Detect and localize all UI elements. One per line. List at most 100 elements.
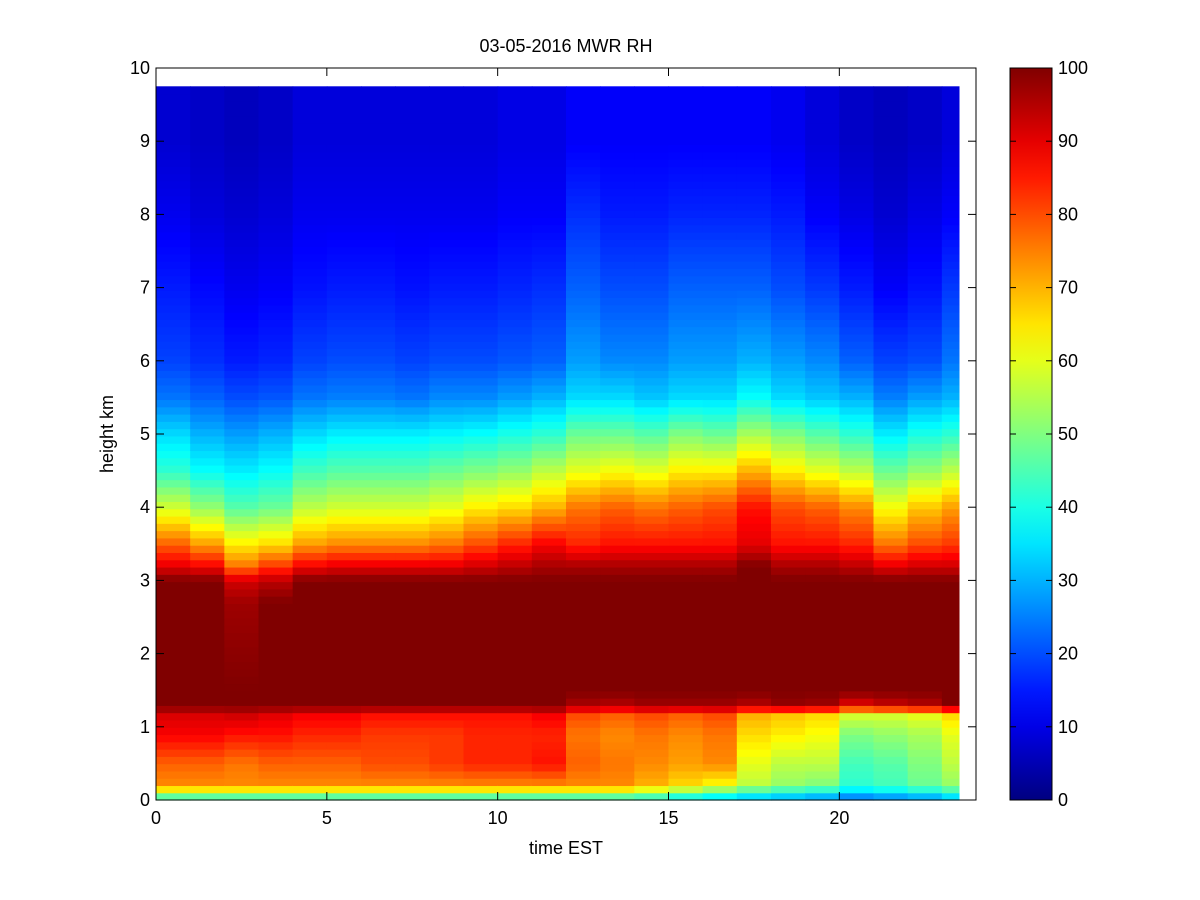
heatmap-cell (361, 683, 396, 692)
heatmap-cell (771, 661, 806, 670)
heatmap-cell (429, 319, 465, 328)
heatmap-cell (395, 224, 430, 233)
heatmap-cell (463, 668, 499, 677)
heatmap-cell (702, 261, 738, 269)
heatmap-cell (224, 581, 260, 590)
heatmap-cell (292, 654, 328, 663)
heatmap-cell (907, 581, 943, 590)
heatmap-cell (326, 545, 362, 553)
heatmap-cell (668, 421, 704, 430)
heatmap-cell (531, 450, 567, 459)
heatmap-cell (736, 312, 772, 320)
heatmap-cell (566, 515, 601, 524)
heatmap-cell (941, 588, 960, 597)
heatmap-cell (497, 661, 533, 670)
heatmap-cell (839, 253, 875, 262)
heatmap-cell (326, 333, 362, 342)
heatmap-cell (156, 712, 191, 721)
x-tick-label: 5 (322, 808, 332, 828)
heatmap-cell (600, 100, 635, 109)
heatmap-cell (429, 261, 465, 269)
heatmap-cell (771, 727, 806, 736)
heatmap-cell (292, 319, 328, 328)
heatmap-cell (395, 348, 430, 357)
heatmap-cell (326, 479, 362, 488)
heatmap-cell (497, 603, 533, 612)
heatmap-cell (566, 778, 601, 787)
heatmap-cell (258, 494, 294, 503)
heatmap-cell (600, 202, 635, 211)
heatmap-cell (497, 122, 533, 131)
heatmap-cell (736, 275, 772, 284)
heatmap-cell (292, 494, 328, 503)
heatmap-cell (361, 647, 396, 655)
heatmap-cell (736, 224, 772, 233)
y-tick-label: 2 (140, 644, 150, 664)
heatmap-cell (941, 108, 960, 117)
heatmap-cell (873, 224, 909, 233)
heatmap-cell (839, 450, 875, 459)
heatmap-cell (190, 246, 225, 255)
heatmap-cell (566, 639, 601, 648)
heatmap-cell (429, 763, 465, 772)
heatmap-cell (566, 326, 601, 335)
heatmap-cell (292, 428, 328, 437)
heatmap-cell (907, 690, 943, 699)
heatmap-cell (941, 457, 960, 466)
heatmap-cell (224, 180, 260, 189)
heatmap-cell (805, 763, 840, 772)
heatmap-cell (941, 741, 960, 750)
heatmap-cell (566, 566, 601, 575)
heatmap-cell (634, 654, 670, 663)
heatmap-cell (805, 756, 840, 765)
heatmap-cell (600, 297, 635, 306)
heatmap-cell (668, 428, 704, 437)
colorbar-tick-label: 0 (1058, 790, 1068, 810)
heatmap-cell (839, 239, 875, 248)
heatmap-cell (156, 559, 191, 568)
x-tick-label: 20 (829, 808, 849, 828)
heatmap-cell (907, 632, 943, 641)
heatmap-cell (771, 588, 806, 597)
heatmap-cell (736, 319, 772, 328)
heatmap-cell (941, 705, 960, 714)
heatmap-cell (190, 108, 225, 117)
heatmap-cell (326, 312, 362, 320)
heatmap-cell (531, 115, 567, 124)
heatmap-cell (873, 632, 909, 641)
heatmap-cell (224, 785, 260, 794)
heatmap-cell (292, 246, 328, 255)
heatmap-cell (702, 654, 738, 663)
heatmap-cell (873, 690, 909, 699)
colorbar-tick-label: 80 (1058, 204, 1078, 224)
heatmap-cell (190, 494, 225, 503)
heatmap-cell (258, 202, 294, 211)
heatmap-cell (771, 559, 806, 568)
heatmap-cell (156, 465, 191, 473)
heatmap-cell (941, 690, 960, 699)
heatmap-cell (634, 632, 670, 641)
heatmap-cell (156, 501, 191, 510)
heatmap-cell (634, 261, 670, 269)
heatmap-cell (224, 683, 260, 692)
heatmap-cell (156, 355, 191, 364)
heatmap-cell (566, 443, 601, 452)
heatmap-cell (702, 355, 738, 364)
heatmap-cell (258, 348, 294, 357)
heatmap-cell (941, 494, 960, 503)
heatmap-cell (224, 348, 260, 357)
heatmap-cell (258, 545, 294, 553)
heatmap-cell (941, 683, 960, 692)
heatmap-cell (531, 654, 567, 663)
heatmap-cell (326, 785, 362, 794)
heatmap-cell (941, 348, 960, 357)
heatmap-cell (839, 792, 875, 801)
heatmap-cell (326, 392, 362, 401)
heatmap-cell (224, 326, 260, 335)
heatmap-cell (497, 355, 533, 364)
heatmap-cell (463, 734, 499, 743)
heatmap-cell (156, 341, 191, 350)
heatmap-cell (190, 159, 225, 168)
heatmap-cell (156, 384, 191, 393)
heatmap-cell (224, 617, 260, 626)
